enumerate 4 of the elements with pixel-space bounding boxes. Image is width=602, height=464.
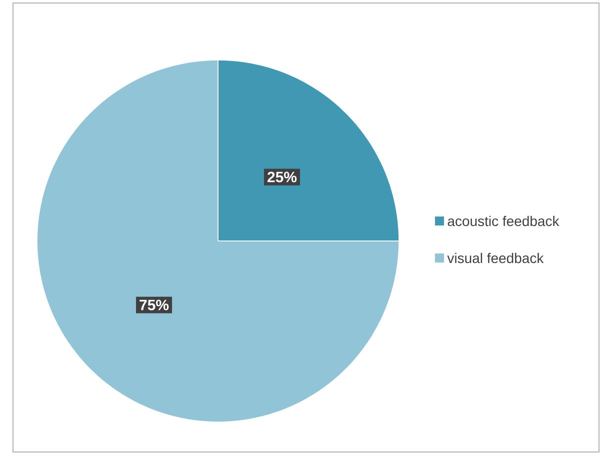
data-label: 75% xyxy=(140,300,169,310)
data-label: 25% xyxy=(268,172,297,182)
legend-label: acoustic feedback xyxy=(448,216,560,226)
legend-label: visual feedback xyxy=(447,252,544,264)
